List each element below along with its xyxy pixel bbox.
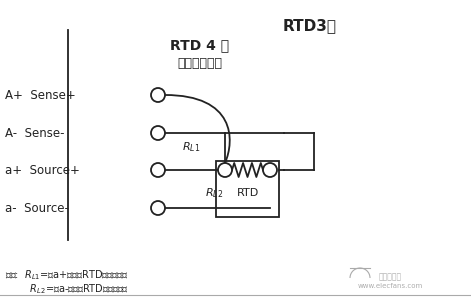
Text: RTD 4 线: RTD 4 线	[171, 38, 229, 52]
Bar	[216, 161, 279, 217]
Text: a-  Source-: a- Source-	[5, 201, 69, 214]
Text: RTD: RTD	[236, 188, 259, 198]
Text: www.elecfans.com: www.elecfans.com	[357, 283, 422, 289]
Text: A-  Sense-: A- Sense-	[5, 127, 65, 140]
Circle shape	[218, 163, 232, 177]
Text: （精度最高）: （精度最高）	[178, 57, 222, 70]
Text: 电子发烧友: 电子发烧友	[378, 272, 402, 281]
Text: a+  Source+: a+ Source+	[5, 164, 80, 176]
Circle shape	[151, 201, 165, 215]
Circle shape	[151, 163, 165, 177]
Text: A+  Sense+: A+ Sense+	[5, 88, 76, 102]
Text: $R_{L2}$: $R_{L2}$	[205, 186, 223, 200]
Circle shape	[151, 88, 165, 102]
Text: $R_{L1}$: $R_{L1}$	[182, 140, 201, 154]
Circle shape	[263, 163, 277, 177]
Text: RTD3线: RTD3线	[283, 18, 337, 33]
Text: 注意:  $R_{L1}$=从a+端子到RTD的导线电阻: 注意: $R_{L1}$=从a+端子到RTD的导线电阻	[5, 268, 128, 282]
Text: $R_{L2}$=从a-端子到RTD的导线电阻: $R_{L2}$=从a-端子到RTD的导线电阻	[5, 282, 129, 296]
Circle shape	[151, 126, 165, 140]
